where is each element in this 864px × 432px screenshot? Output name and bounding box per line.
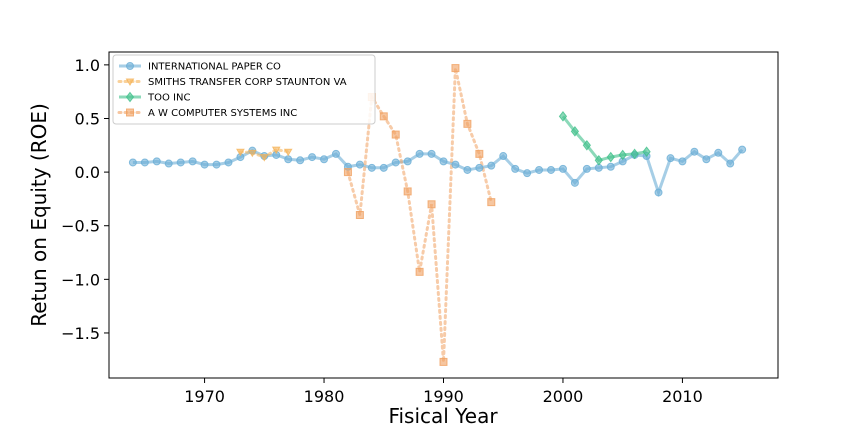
data-point-international-paper-co bbox=[164, 159, 173, 168]
data-point-international-paper-co bbox=[284, 155, 293, 164]
x-tick-label: 2010 bbox=[662, 387, 703, 406]
data-point-a-w-computer-systems-inc bbox=[427, 200, 436, 209]
data-point-a-w-computer-systems-inc bbox=[439, 357, 448, 366]
data-point-too-inc bbox=[594, 154, 603, 166]
data-point-international-paper-co bbox=[176, 158, 185, 167]
data-point-international-paper-co bbox=[391, 158, 400, 167]
series-line-international-paper-co bbox=[132, 148, 744, 198]
y-tick-label: −0.5 bbox=[61, 217, 100, 236]
data-point-international-paper-co bbox=[331, 149, 340, 158]
data-point-international-paper-co bbox=[296, 156, 305, 165]
y-tick-label: 0.0 bbox=[75, 163, 100, 182]
data-point-a-w-computer-systems-inc bbox=[415, 267, 424, 276]
data-point-international-paper-co bbox=[427, 149, 436, 158]
data-point-international-paper-co bbox=[475, 163, 484, 172]
y-axis-ticks: 1.0 0.5 0.0 −0.5 −1.0 −1.5 bbox=[61, 56, 109, 343]
data-point-international-paper-co bbox=[487, 161, 496, 170]
data-point-smiths-transfer-corp-staunton-va bbox=[259, 154, 269, 162]
data-point-too-inc bbox=[582, 139, 591, 151]
data-point-too-inc bbox=[558, 111, 568, 122]
data-point-international-paper-co bbox=[535, 165, 544, 174]
data-point-a-w-computer-systems-inc bbox=[343, 168, 352, 177]
data-point-a-w-computer-systems-inc bbox=[487, 198, 496, 207]
data-point-a-w-computer-systems-inc bbox=[475, 149, 484, 158]
y-tick-label: 1.0 bbox=[75, 56, 100, 75]
data-point-international-paper-co bbox=[415, 149, 424, 158]
y-tick-label: −1.5 bbox=[61, 324, 100, 343]
data-point-international-paper-co bbox=[606, 162, 615, 171]
data-point-a-w-computer-systems-inc bbox=[379, 112, 388, 121]
data-point-international-paper-co bbox=[224, 158, 233, 167]
data-point-a-w-computer-systems-inc bbox=[451, 64, 460, 73]
x-axis-ticks: 1970 1980 1990 2000 2010 bbox=[184, 378, 703, 406]
x-tick-label: 2000 bbox=[543, 387, 584, 406]
data-point-international-paper-co bbox=[320, 155, 329, 164]
data-point-international-paper-co bbox=[654, 188, 663, 197]
data-point-international-paper-co bbox=[547, 165, 556, 174]
data-point-smiths-transfer-corp-staunton-va bbox=[283, 148, 293, 157]
data-point-international-paper-co bbox=[212, 160, 221, 169]
data-point-international-paper-co bbox=[499, 152, 508, 161]
legend-marker-international-paper-co bbox=[126, 62, 134, 70]
data-point-international-paper-co bbox=[128, 158, 137, 167]
data-point-international-paper-co bbox=[702, 155, 711, 164]
legend-box bbox=[112, 54, 376, 125]
data-point-international-paper-co bbox=[140, 158, 149, 167]
data-point-international-paper-co bbox=[439, 157, 448, 166]
legend-label-international-paper-co: INTERNATIONAL PAPER CO bbox=[148, 62, 281, 73]
data-point-international-paper-co bbox=[523, 169, 532, 178]
data-point-international-paper-co bbox=[367, 163, 376, 172]
legend-marker-too-inc bbox=[125, 91, 135, 103]
data-point-international-paper-co bbox=[678, 157, 687, 166]
legend-label-too-inc: TOO INC bbox=[147, 93, 190, 104]
data-point-a-w-computer-systems-inc bbox=[463, 119, 472, 128]
data-point-international-paper-co bbox=[726, 159, 735, 168]
data-point-international-paper-co bbox=[379, 163, 388, 172]
y-tick-label: 0.5 bbox=[75, 109, 100, 128]
legend: INTERNATIONAL PAPER CO SMITHS TRANSFER CO… bbox=[112, 54, 376, 125]
legend-label-a-w-computer-systems-inc: A W COMPUTER SYSTEMS INC bbox=[148, 108, 297, 119]
data-point-international-paper-co bbox=[738, 145, 747, 154]
data-point-international-paper-co bbox=[355, 160, 364, 169]
data-point-international-paper-co bbox=[690, 147, 699, 156]
data-point-smiths-transfer-corp-staunton-va bbox=[247, 149, 257, 158]
x-axis-label: Fisical Year bbox=[388, 404, 498, 428]
data-point-international-paper-co bbox=[558, 164, 567, 173]
y-axis-label: Retun on Equity (ROE) bbox=[27, 103, 51, 327]
data-point-international-paper-co bbox=[666, 154, 675, 163]
data-point-too-inc bbox=[570, 126, 580, 137]
data-point-international-paper-co bbox=[511, 164, 520, 173]
data-point-international-paper-co bbox=[152, 157, 161, 166]
data-point-too-inc bbox=[630, 148, 639, 160]
data-point-international-paper-co bbox=[463, 165, 472, 174]
data-point-international-paper-co bbox=[451, 160, 460, 169]
data-point-too-inc bbox=[618, 149, 627, 161]
legend-marker-a-w-computer-systems-inc bbox=[126, 108, 134, 117]
data-point-international-paper-co bbox=[308, 153, 317, 162]
x-tick-label: 1970 bbox=[184, 387, 225, 406]
legend-label-smiths-transfer-corp-staunton-va: SMITHS TRANSFER CORP STAUNTON VA bbox=[148, 77, 347, 88]
x-tick-label: 1980 bbox=[304, 387, 345, 406]
data-point-international-paper-co bbox=[714, 148, 723, 157]
data-point-smiths-transfer-corp-staunton-va bbox=[236, 148, 245, 157]
data-point-international-paper-co bbox=[570, 178, 579, 187]
x-tick-label: 1990 bbox=[423, 387, 464, 406]
data-point-a-w-computer-systems-inc bbox=[391, 130, 400, 139]
data-point-a-w-computer-systems-inc bbox=[355, 211, 364, 219]
data-point-international-paper-co bbox=[200, 160, 209, 169]
y-tick-label: −1.0 bbox=[61, 270, 100, 289]
data-point-smiths-transfer-corp-staunton-va bbox=[271, 146, 281, 155]
data-point-a-w-computer-systems-inc bbox=[403, 187, 412, 196]
data-point-international-paper-co bbox=[188, 157, 197, 166]
data-point-international-paper-co bbox=[582, 164, 591, 173]
data-point-too-inc bbox=[606, 151, 615, 163]
legend-marker-smiths-transfer-corp-staunton-va bbox=[125, 78, 135, 86]
data-point-international-paper-co bbox=[403, 157, 412, 166]
data-point-too-inc bbox=[642, 146, 651, 158]
series-markers bbox=[128, 64, 747, 366]
